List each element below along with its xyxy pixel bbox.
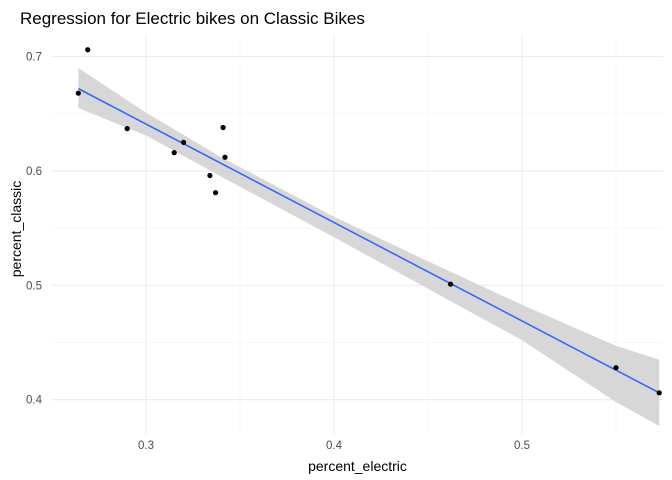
y-axis-title: percent_classic bbox=[8, 181, 24, 278]
confidence-band bbox=[78, 68, 660, 426]
data-point bbox=[171, 150, 177, 156]
confidence-band-layer bbox=[78, 68, 660, 426]
data-point bbox=[85, 47, 91, 53]
y-tick-labels: 0.4 0.5 0.6 0.7 bbox=[26, 52, 43, 407]
data-point bbox=[212, 190, 219, 196]
x-tick-label: 0.3 bbox=[138, 440, 154, 452]
x-tick-labels: 0.3 0.4 0.5 bbox=[138, 440, 530, 452]
x-tick-label: 0.5 bbox=[514, 440, 530, 452]
y-tick-label: 0.7 bbox=[26, 52, 42, 64]
data-point bbox=[124, 126, 130, 132]
regression-line bbox=[77, 87, 660, 394]
data-point bbox=[75, 90, 81, 96]
data-point bbox=[656, 390, 662, 396]
y-tick-label: 0.6 bbox=[26, 166, 42, 178]
x-tick-label: 0.4 bbox=[326, 440, 343, 452]
data-point bbox=[447, 281, 454, 287]
data-point bbox=[222, 154, 228, 160]
x-axis-title: percent_electric bbox=[308, 458, 407, 474]
data-point bbox=[613, 365, 619, 371]
y-tick-label: 0.4 bbox=[26, 395, 43, 407]
data-point bbox=[181, 139, 187, 145]
points-layer bbox=[75, 47, 662, 396]
fit-line-layer bbox=[77, 87, 660, 394]
data-point bbox=[220, 124, 226, 131]
data-point bbox=[207, 172, 213, 179]
chart-title: Regression for Electric bikes on Classic… bbox=[20, 9, 365, 28]
y-tick-label: 0.5 bbox=[26, 280, 42, 292]
major-gridlines bbox=[52, 36, 663, 434]
